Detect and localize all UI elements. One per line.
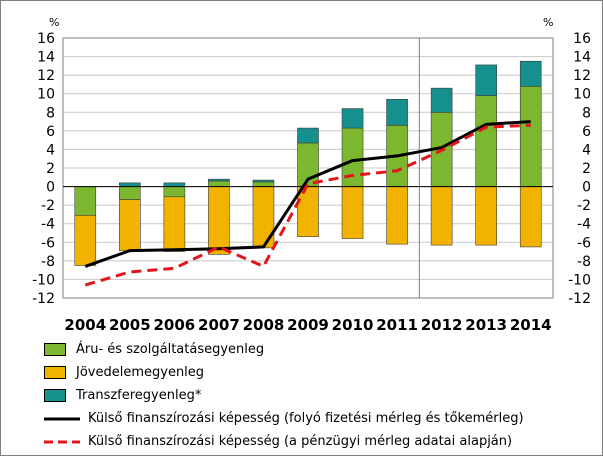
y-tick-label-left: 12 bbox=[37, 68, 55, 84]
y-tick-label-left: 14 bbox=[37, 50, 55, 66]
legend-line-solid bbox=[44, 412, 80, 426]
bar-income-2005 bbox=[119, 199, 141, 251]
y-tick-label-right: 4 bbox=[582, 142, 591, 158]
y-tick-label-left: 16 bbox=[37, 31, 55, 47]
y-tick-label-right: -12 bbox=[568, 291, 591, 307]
legend-swatch-goods-services bbox=[44, 343, 66, 356]
bar-goods-services-2008 bbox=[252, 181, 275, 187]
bar-transfer-2010 bbox=[341, 108, 364, 129]
y-unit-left: % bbox=[49, 16, 59, 29]
y-tick-label-right: -4 bbox=[577, 217, 591, 233]
x-tick-label-2006: 2006 bbox=[153, 316, 195, 334]
bar-goods-services-2006 bbox=[163, 186, 186, 198]
y-tick-label-right: 14 bbox=[573, 50, 591, 66]
y-tick-label-right: -6 bbox=[577, 235, 591, 251]
y-tick-label-left: -4 bbox=[41, 217, 55, 233]
bar-income-2010 bbox=[341, 186, 364, 239]
x-tick-label-2005: 2005 bbox=[109, 316, 151, 334]
y-tick-label-right: 8 bbox=[582, 105, 591, 121]
y-tick-label-left: 0 bbox=[46, 180, 55, 196]
x-tick-label-2013: 2013 bbox=[465, 316, 507, 334]
bar-income-2012 bbox=[430, 186, 453, 246]
y-tick-label-left: 2 bbox=[46, 161, 55, 177]
y-tick-label-left: 10 bbox=[37, 87, 55, 103]
bar-goods-services-2013 bbox=[475, 95, 497, 187]
x-tick-label-2011: 2011 bbox=[376, 316, 418, 334]
bar-transfer-2012 bbox=[430, 87, 453, 113]
x-tick-label-2007: 2007 bbox=[198, 316, 240, 334]
legend-item-financing-dashed: Külső finanszírozási képesség (a pénzügy… bbox=[44, 430, 594, 453]
y-tick-label-left: -6 bbox=[41, 235, 55, 251]
legend-item-financing-solid: Külső finanszírozási képesség (folyó fiz… bbox=[44, 407, 594, 430]
bar-transfer-2007 bbox=[208, 178, 230, 182]
y-tick-label-right: 2 bbox=[582, 161, 591, 177]
legend-label-financing-dashed: Külső finanszírozási képesség (a pénzügy… bbox=[88, 434, 513, 449]
bar-income-2004 bbox=[74, 215, 97, 266]
legend: Áru- és szolgáltatásegyenleg Jövedelemeg… bbox=[44, 338, 594, 453]
bar-income-2007 bbox=[208, 186, 230, 255]
bar-transfer-2005 bbox=[119, 182, 141, 187]
bar-transfer-2008 bbox=[252, 179, 275, 183]
x-tick-label-2004: 2004 bbox=[64, 316, 106, 334]
plot-frame bbox=[62, 37, 554, 299]
legend-item-transfer: Transzferegyenleg* bbox=[44, 384, 594, 407]
bar-income-2011 bbox=[386, 186, 408, 245]
y-tick-label-left: 6 bbox=[46, 124, 55, 140]
y-tick-label-left: -2 bbox=[41, 198, 55, 214]
y-tick-label-left: 4 bbox=[46, 142, 55, 158]
y-unit-right: % bbox=[543, 16, 553, 29]
bar-income-2013 bbox=[475, 186, 497, 246]
line-financing-dashed bbox=[84, 123, 531, 287]
x-tick-label-2009: 2009 bbox=[287, 316, 329, 334]
bar-goods-services-2004 bbox=[74, 186, 97, 216]
legend-swatch-transfer bbox=[44, 389, 66, 402]
x-tick-label-2014: 2014 bbox=[510, 316, 552, 334]
legend-swatch-income bbox=[44, 366, 66, 379]
y-tick-label-right: 16 bbox=[573, 31, 591, 47]
bar-transfer-2006 bbox=[163, 182, 186, 187]
bar-transfer-2013 bbox=[475, 64, 497, 96]
bar-transfer-2014 bbox=[519, 60, 542, 87]
y-tick-label-left: -8 bbox=[41, 254, 55, 270]
bar-goods-services-2005 bbox=[119, 186, 141, 200]
bar-income-2006 bbox=[163, 196, 186, 252]
x-tick-label-2010: 2010 bbox=[332, 316, 374, 334]
legend-item-income: Jövedelemegyenleg bbox=[44, 361, 594, 384]
bar-transfer-2011 bbox=[386, 98, 408, 126]
line-financing-solid bbox=[84, 120, 531, 268]
bar-goods-services-2014 bbox=[519, 85, 542, 187]
legend-label-goods-services: Áru- és szolgáltatásegyenleg bbox=[76, 342, 265, 357]
x-tick-label-2008: 2008 bbox=[243, 316, 285, 334]
legend-label-transfer: Transzferegyenleg* bbox=[76, 388, 202, 403]
bar-income-2008 bbox=[252, 186, 275, 249]
y-tick-label-left: -10 bbox=[32, 272, 55, 288]
legend-label-financing-solid: Külső finanszírozási képesség (folyó fiz… bbox=[88, 411, 524, 426]
legend-line-dashed bbox=[44, 435, 80, 449]
y-tick-label-right: -8 bbox=[577, 254, 591, 270]
y-tick-label-left: 8 bbox=[46, 105, 55, 121]
y-tick-label-right: 6 bbox=[582, 124, 591, 140]
y-tick-label-right: 0 bbox=[582, 180, 591, 196]
y-tick-label-right: -2 bbox=[577, 198, 591, 214]
bar-income-2009 bbox=[297, 186, 319, 238]
y-tick-label-right: -10 bbox=[568, 272, 591, 288]
legend-item-goods-services: Áru- és szolgáltatásegyenleg bbox=[44, 338, 594, 361]
y-tick-label-left: -12 bbox=[32, 291, 55, 307]
bar-goods-services-2007 bbox=[208, 180, 230, 187]
legend-label-income: Jövedelemegyenleg bbox=[76, 365, 205, 380]
bar-income-2014 bbox=[519, 186, 542, 248]
y-tick-label-right: 10 bbox=[573, 87, 591, 103]
x-tick-label-2012: 2012 bbox=[421, 316, 463, 334]
y-tick-label-right: 12 bbox=[573, 68, 591, 84]
bar-transfer-2009 bbox=[297, 127, 319, 144]
